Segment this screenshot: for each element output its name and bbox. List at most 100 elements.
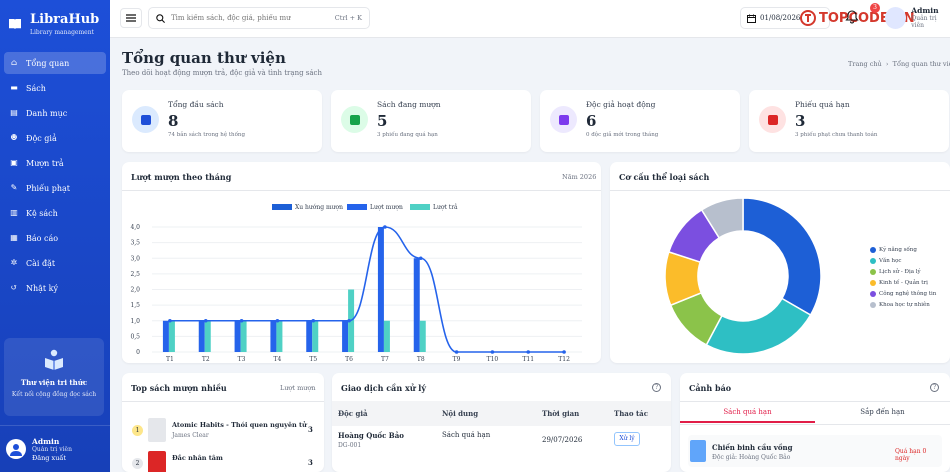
user-icon (10, 444, 22, 456)
tab-overdue[interactable]: Sách quá hạn (680, 403, 815, 423)
tab-due-soon[interactable]: Sắp đến hạn (860, 408, 905, 416)
alert-item[interactable]: Chiến binh cầu vồng Độc giả: Hoàng Quốc … (688, 435, 942, 467)
column-header: Thao tác (614, 409, 648, 418)
x-tick-label: T6 (345, 356, 353, 363)
trend-point (562, 350, 566, 354)
card-icon: ▣ (10, 158, 18, 167)
sidebar-item-4[interactable]: ▣ Mượn trả (4, 152, 106, 174)
donut-slice (700, 197, 744, 239)
list-item[interactable]: 2 Đắc nhân tâm 3 (122, 448, 324, 472)
trend-point (418, 256, 423, 261)
book-title: Atomic Habits - Thói quen nguyên tử (172, 421, 307, 429)
sidebar-item-2[interactable]: ▤ Danh mục (4, 102, 106, 124)
legend-label: Lượt mượn (370, 204, 403, 211)
trend-point (347, 318, 351, 323)
sidebar-item-0[interactable]: ⌂ Tổng quan (4, 52, 106, 74)
promo-card: Thư viện tri thức Kết nối cộng đồng đọc … (4, 338, 104, 416)
stat-value: 6 (586, 112, 597, 130)
column-header: Độc giả (338, 409, 368, 418)
tx-content: Sách quá hạn (442, 431, 491, 439)
brand-title: LibraHub (30, 11, 100, 27)
bar-borrow (234, 320, 241, 352)
sidebar-item-3[interactable]: ☻ Độc giả (4, 127, 106, 149)
chart-title: Lượt mượn theo tháng (131, 172, 232, 182)
book-icon: ▬ (10, 83, 18, 92)
menu-toggle-button[interactable] (120, 8, 142, 28)
legend-label: Lịch sử - Địa lý (879, 268, 921, 275)
bar-return (276, 320, 283, 352)
topbar-user-role: Quản trị viên (911, 15, 937, 29)
sidebar-item-5[interactable]: ✎ Phiếu phạt (4, 177, 106, 199)
stat-card: Phiếu quá hạn 3 3 phiếu phạt chưa thanh to… (749, 90, 949, 152)
column-header: Nội dung (442, 409, 479, 418)
users-icon (550, 106, 577, 133)
page-title: Tổng quan thư viện (122, 49, 286, 67)
legend-swatch (272, 204, 292, 210)
legend-label: Kỹ năng sống (879, 246, 917, 253)
sidebar-user-name: Admin (32, 436, 60, 446)
search-input[interactable] (171, 14, 291, 22)
trend-point (454, 350, 459, 354)
date-picker[interactable]: 01/08/2026 (740, 7, 830, 29)
breadcrumb: Trang chủ › Tổng quan thư viện (848, 60, 950, 68)
sidebar-item-8[interactable]: ✲ Cài đặt (4, 252, 106, 274)
legend-dot (870, 279, 876, 286)
breadcrumb-home[interactable]: Trang chủ (848, 60, 882, 68)
bar-return (168, 320, 175, 352)
sidebar-item-6[interactable]: ▥ Kệ sách (4, 202, 106, 224)
bar-return (419, 320, 426, 352)
help-icon[interactable]: ? (652, 383, 661, 392)
legend-item: Kỹ năng sống (870, 244, 936, 255)
sidebar-item-1[interactable]: ▬ Sách (4, 77, 106, 99)
stat-note: 74 bản sách trong hệ thống (168, 132, 245, 138)
legend-dot (870, 246, 876, 253)
bar-borrow (198, 320, 205, 352)
search-shortcut: Ctrl + K (334, 14, 362, 22)
alert-reader: Độc giả: Hoàng Quốc Bảo (712, 454, 791, 461)
y-tick-label: 0 (136, 349, 140, 356)
sidebar-nav: ⌂ Tổng quan ▬ Sách ▤ Danh mục ☻ Độc giả ▣ Mượn tr… (0, 52, 110, 299)
sidebar-item-label: Báo cáo (26, 233, 59, 243)
stat-note: 3 phiếu đang quá hạn (377, 132, 438, 138)
hamburger-icon (126, 14, 136, 22)
bar-borrow (413, 258, 420, 352)
process-button[interactable]: Xử lý (614, 432, 640, 446)
x-tick-label: T5 (309, 356, 317, 363)
stat-value: 3 (795, 112, 806, 130)
borrow-count: 3 (308, 425, 313, 434)
donut-slice (705, 297, 812, 355)
trend-point (383, 225, 387, 229)
sidebar-item-7[interactable]: ▦ Báo cáo (4, 227, 106, 249)
bell-icon[interactable] (845, 9, 863, 27)
stat-note: 3 phiếu phạt chưa thanh toán (795, 132, 878, 138)
stat-card: Tổng đầu sách 8 74 bản sách trong hệ thống (122, 90, 322, 152)
y-tick-label: 3,0 (130, 255, 140, 262)
topbar-avatar (885, 6, 907, 29)
legend-label: Lượt trả (433, 204, 458, 211)
trend-point (526, 350, 531, 354)
book-title: Đắc nhân tâm (172, 454, 223, 462)
search-box[interactable]: Ctrl + K (148, 7, 370, 29)
stat-value: 5 (377, 112, 388, 130)
book-cover (148, 418, 166, 442)
stat-value: 8 (168, 112, 179, 130)
topbar-user[interactable]: Admin Quản trị viên (885, 6, 950, 29)
trend-point (239, 318, 244, 323)
donut-title: Cơ cấu thể loại sách (619, 172, 710, 182)
rank-badge: 2 (132, 458, 143, 469)
sidebar-item-9[interactable]: ↺ Nhật ký (4, 277, 106, 299)
y-tick-label: 1,0 (130, 318, 140, 325)
legend-dot (870, 268, 876, 275)
trend-point (168, 318, 172, 323)
book-author: James Clear (172, 432, 209, 439)
gear-icon: ✲ (10, 258, 18, 267)
bar-borrow (306, 320, 313, 352)
logout-link[interactable]: Đăng xuất (32, 453, 66, 462)
list-item[interactable]: 1 Atomic Habits - Thói quen nguyên tử Jame… (122, 415, 324, 445)
chart-icon: ▦ (10, 233, 18, 242)
alerts-help-icon[interactable]: ? (930, 383, 939, 392)
bar-return (383, 320, 390, 352)
sidebar-item-label: Danh mục (26, 108, 68, 118)
brand: LibraHub Library management (0, 0, 110, 48)
legend-swatch (347, 204, 367, 210)
